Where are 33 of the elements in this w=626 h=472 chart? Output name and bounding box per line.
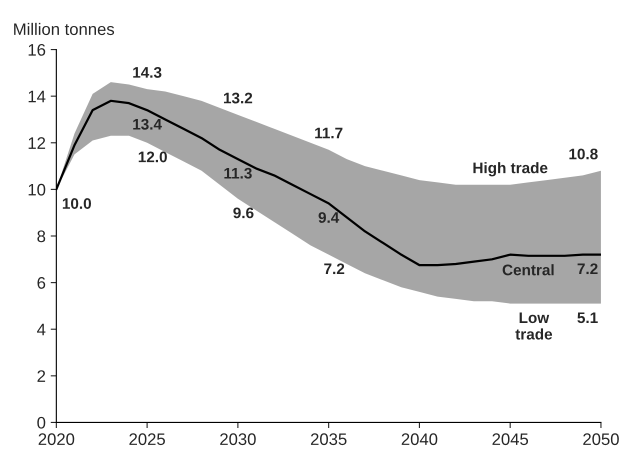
annotation: Central — [502, 264, 554, 276]
x-tick-label: 2035 — [310, 433, 346, 446]
annotation: 9.6 — [233, 207, 254, 218]
annotation: 7.2 — [578, 263, 598, 274]
x-tick-label: 2045 — [492, 433, 528, 446]
y-tick-label: 6 — [38, 277, 46, 289]
annotation: 13.2 — [224, 92, 252, 104]
annotation: 10.8 — [569, 148, 598, 160]
x-tick-label: 2030 — [220, 433, 256, 446]
annotation: Low trade — [515, 312, 552, 340]
annotation: 11.7 — [315, 128, 342, 138]
y-tick-label: 2 — [37, 370, 46, 382]
y-tick-label: 14 — [28, 90, 46, 102]
y-axis-title: Million tonnes — [14, 22, 114, 36]
y-tick-label: 12 — [28, 137, 46, 149]
y-tick-label: 10 — [28, 184, 46, 196]
annotation: 10.0 — [62, 198, 92, 209]
annotation: 7.2 — [324, 263, 344, 274]
annotation: 11.3 — [224, 168, 252, 179]
x-tick-label: 2025 — [129, 433, 165, 446]
annotation: 14.3 — [133, 67, 162, 78]
y-tick-label: 16 — [28, 44, 46, 56]
annotation: 9.4 — [318, 212, 340, 223]
annotation: 13.4 — [133, 118, 162, 130]
annotation: High trade — [473, 162, 548, 176]
x-tick-label: 2050 — [583, 433, 619, 446]
annotation: 12.0 — [138, 152, 167, 162]
y-tick-label: 8 — [37, 230, 46, 242]
y-tick-label: 4 — [37, 324, 46, 336]
x-tick-label: 2020 — [38, 433, 74, 446]
y-tick-label: 0 — [37, 416, 46, 429]
x-tick-label: 2040 — [402, 433, 438, 446]
annotation: 5.1 — [577, 312, 598, 324]
